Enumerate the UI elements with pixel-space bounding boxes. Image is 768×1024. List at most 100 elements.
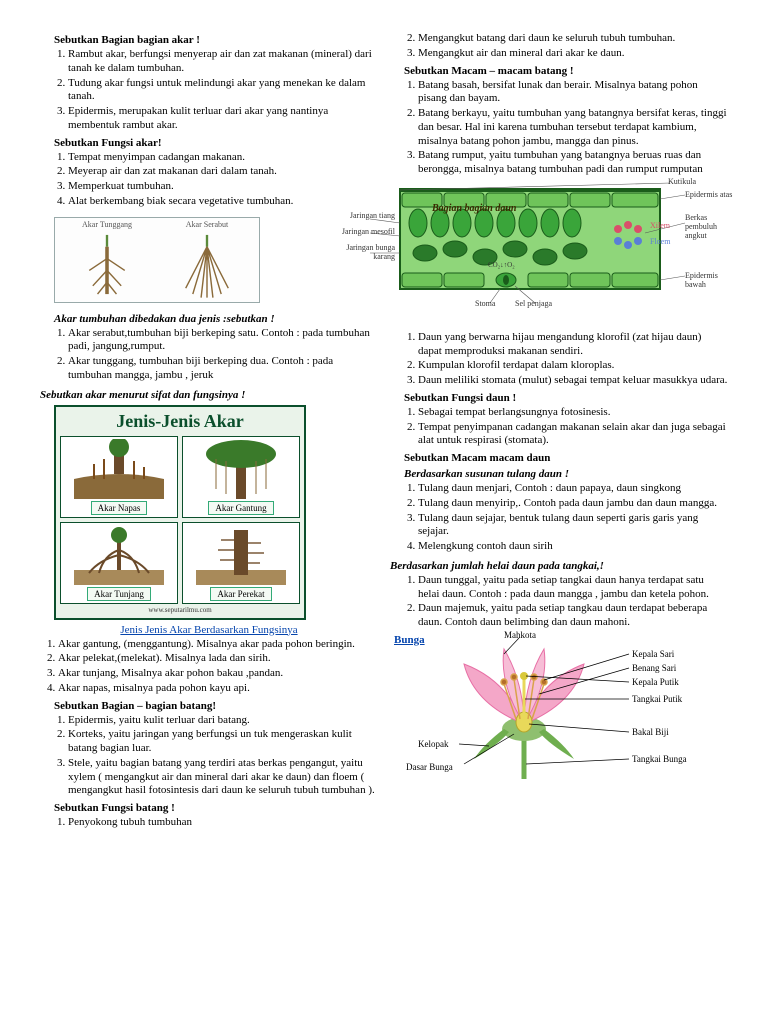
jenis-cell-napas: Akar Napas	[60, 436, 178, 518]
list-item: Tempat penyimpanan cadangan makanan sela…	[418, 421, 728, 449]
list-jenis-akar: Akar serabut,tumbuhan biji berkeping sat…	[40, 327, 378, 383]
root-label-serabut: Akar Serabut	[157, 220, 257, 229]
list-item: Memperkuat tumbuhan.	[68, 180, 378, 194]
leaf-title: Bagian bagian daun	[432, 203, 516, 214]
list-item: Alat berkembang biak secara vegetative t…	[68, 195, 378, 209]
heading-sifat-akar: Sebutkan akar menurut sifat dan fungsiny…	[40, 389, 378, 401]
heading-macam-batang: Sebutkan Macam – macam batang !	[404, 65, 728, 77]
heading-bagian-akar: Sebutkan Bagian bagian akar !	[54, 34, 378, 46]
list-item: Batang basah, bersifat lunak dan berair.…	[418, 79, 728, 107]
list-item: Penyokong tubuh tumbuhan	[68, 816, 378, 830]
jenis-akar-figure: Jenis-Jenis Akar Akar Napas	[54, 405, 306, 620]
jenis-title: Jenis-Jenis Akar	[60, 411, 300, 432]
jenis-label: Akar Napas	[91, 501, 148, 515]
list-bagian-batang: Epidermis, yaitu kulit terluar dari bata…	[40, 714, 378, 799]
leaf-label: Epidermis bawah	[685, 271, 740, 289]
list-macam-batang: Batang basah, bersifat lunak dan berair.…	[390, 79, 728, 177]
heading-fungsi-daun: Sebutkan Fungsi daun !	[404, 392, 728, 404]
list-item: Akar tunjang, Misalnya akar pohon bakau …	[58, 667, 378, 681]
leaf-label: Xilem	[650, 221, 670, 230]
list-item: Stele, yaitu bagian batang yang terdiri …	[68, 757, 378, 798]
list-item: Melengkung contoh daun sirih	[418, 540, 728, 554]
jenis-label: Akar Gantung	[208, 501, 273, 515]
jenis-cell-tunjang: Akar Tunjang	[60, 522, 178, 604]
jenis-cell-perekat: Akar Perekat	[182, 522, 300, 604]
taproot-icon	[57, 229, 157, 300]
leaf-label: Stoma	[475, 299, 495, 308]
leaf-diagram: Bagian bagian daun	[340, 181, 740, 311]
heading-bagian-batang: Sebutkan Bagian – bagian batang!	[54, 700, 378, 712]
list-item: Akar gantung, (menggantung). Misalnya ak…	[58, 638, 378, 652]
list-item: Akar pelekat,(melekat). Misalnya lada da…	[58, 652, 378, 666]
list-item: Akar napas, misalnya pada pohon kayu api…	[58, 682, 378, 696]
list-fungsi-batang-cont: Mengangkut batang dari daun ke seluruh t…	[390, 32, 728, 61]
list-item: Tulang daun menjari, Contoh : daun papay…	[418, 482, 728, 496]
list-item: Kumpulan klorofil terdapat dalam kloropl…	[418, 359, 728, 373]
heading-fungsi-akar: Sebutkan Fungsi akar!	[54, 137, 378, 149]
list-item: Korteks, yaitu jaringan yang berfungsi u…	[68, 728, 378, 756]
leaf-cross-section-icon	[340, 181, 740, 311]
list-item: Tempat menyimpan cadangan makanan.	[68, 151, 378, 165]
flower-label: Kepala Sari	[632, 649, 674, 659]
list-item: Epidermis, yaitu kulit terluar dari bata…	[68, 714, 378, 728]
root-label-tunggang: Akar Tunggang	[57, 220, 157, 229]
flower-label: Bakal Biji	[632, 727, 669, 737]
list-bagian-akar: Rambut akar, berfungsi menyerap air dan …	[40, 48, 378, 133]
flower-label: Dasar Bunga	[406, 762, 453, 772]
flower-label: Tangkai Putik	[632, 694, 682, 704]
list-item: Rambut akar, berfungsi menyerap air dan …	[68, 48, 378, 76]
flower-label: Kepala Putik	[632, 677, 679, 687]
heading-macam-daun: Sebutkan Macam macam daun	[404, 452, 728, 464]
leaf-label: CO₂↓↑O₂	[488, 261, 515, 269]
flower-label: Kelopak	[418, 739, 449, 749]
list-item: Tulang daun sejajar, bentuk tulang daun …	[418, 512, 728, 540]
list-fungsi-batang: Penyokong tubuh tumbuhan	[40, 816, 378, 830]
list-item: Daun meliliki stomata (mulut) sebagai te…	[418, 374, 728, 388]
list-daun-intro: Daun yang berwarna hijau mengandung klor…	[390, 331, 728, 388]
jenis-source: www.seputarilmu.com	[60, 606, 300, 614]
list-item: Daun yang berwarna hijau mengandung klor…	[418, 331, 728, 359]
list-item: Daun tunggal, yaitu pada setiap tangkai …	[418, 574, 728, 602]
list-tulang-daun: Tulang daun menjari, Contoh : daun papay…	[390, 482, 728, 554]
jenis-label: Akar Tunjang	[87, 587, 151, 601]
flower-label: Mahkota	[504, 630, 536, 640]
list-helai-daun: Daun tunggal, yaitu pada setiap tangkai …	[390, 574, 728, 630]
list-item: Akar serabut,tumbuhan biji berkeping sat…	[68, 327, 378, 355]
right-column: Mengangkut batang dari daun ke seluruh t…	[390, 30, 728, 834]
leaf-label: Jaringan bunga karang	[340, 243, 395, 261]
list-item: Akar tunggang, tumbuhan biji berkeping d…	[68, 355, 378, 383]
list-item: Batang berkayu, yaitu tumbuhan yang bata…	[418, 107, 728, 148]
list-item: Mengangkut air dan mineral dari akar ke …	[418, 47, 728, 61]
flower-label: Benang Sari	[632, 663, 676, 673]
list-item: Epidermis, merupakan kulit terluar dari …	[68, 105, 378, 133]
subheading-helai-daun: Berdasarkan jumlah helai daun pada tangk…	[390, 560, 728, 572]
list-sifat-akar: Akar gantung, (menggantung). Misalnya ak…	[40, 638, 378, 696]
fibrous-root-icon	[157, 229, 257, 300]
leaf-label: Kutikula	[668, 177, 696, 186]
leaf-label: Berkas pembuluh angkut	[685, 213, 735, 240]
subheading-tulang-daun: Berdasarkan susunan tulang daun !	[404, 468, 728, 480]
flower-diagram: Bunga	[404, 634, 728, 784]
list-item: Daun majemuk, yaitu pada setiap tangkau …	[418, 602, 728, 630]
flower-label: Tangkai Bunga	[632, 754, 687, 764]
list-item: Meyerap air dan zat makanan dari dalam t…	[68, 165, 378, 179]
list-item: Batang rumput, yaitu tumbuhan yang batan…	[418, 149, 728, 177]
leaf-label: Epidermis atas	[685, 190, 732, 199]
jenis-label: Akar Perekat	[210, 587, 271, 601]
jenis-link[interactable]: Jenis Jenis Akar Berdasarkan Fungsinya	[120, 624, 297, 636]
list-fungsi-akar: Tempat menyimpan cadangan makanan. Meyer…	[40, 151, 378, 209]
left-column: Sebutkan Bagian bagian akar ! Rambut aka…	[40, 30, 378, 834]
list-item: Mengangkut batang dari daun ke seluruh t…	[418, 32, 728, 46]
list-item: Tulang daun menyirip,. Contoh pada daun …	[418, 497, 728, 511]
list-item: Tudung akar fungsi untuk melindungi akar…	[68, 77, 378, 105]
root-compare-figure: Akar Tunggang Akar Serabut	[54, 217, 260, 303]
jenis-cell-gantung: Akar Gantung	[182, 436, 300, 518]
heading-jenis-akar: Akar tumbuhan dibedakan dua jenis :sebut…	[54, 313, 378, 325]
leaf-label: Sel penjaga	[515, 299, 552, 308]
leaf-label: Floem	[650, 237, 670, 246]
leaf-label: Jaringan tiang	[340, 211, 395, 220]
list-fungsi-daun: Sebagai tempat berlangsungnya fotosinesi…	[390, 406, 728, 448]
leaf-label: Jaringan mesofil	[340, 227, 395, 236]
list-item: Sebagai tempat berlangsungnya fotosinesi…	[418, 406, 728, 420]
heading-fungsi-batang: Sebutkan Fungsi batang !	[54, 802, 378, 814]
